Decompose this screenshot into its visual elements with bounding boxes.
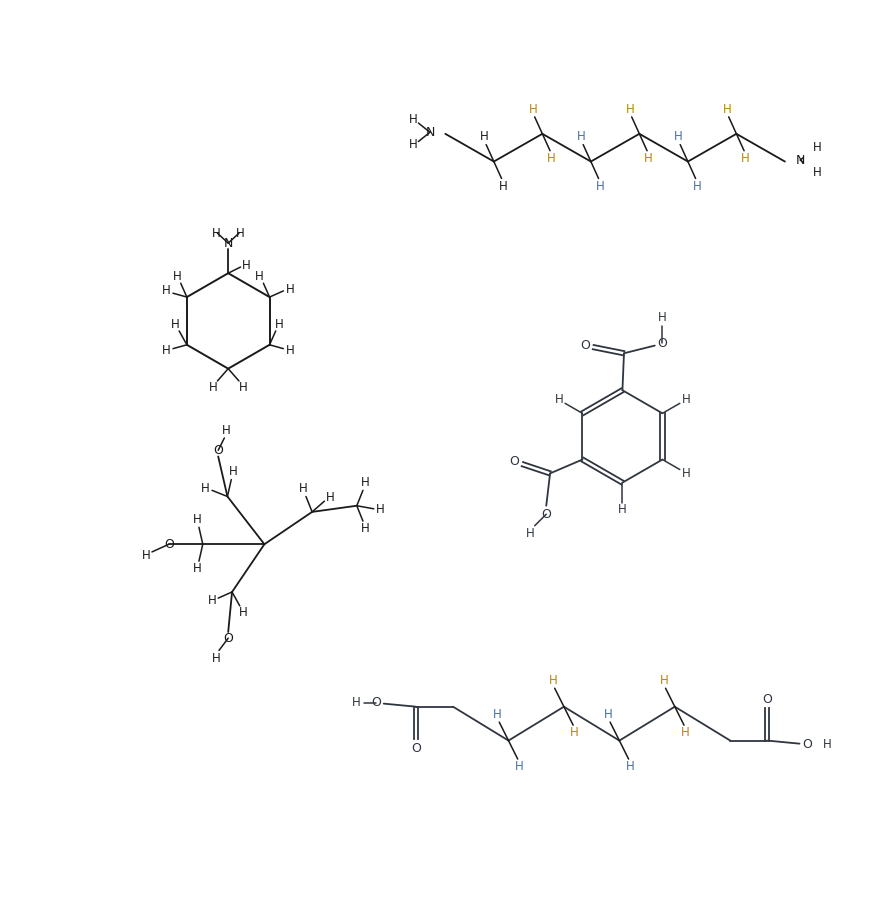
- Text: H: H: [547, 152, 556, 165]
- Text: O: O: [581, 339, 590, 352]
- Text: H: H: [618, 503, 627, 516]
- Text: H: H: [682, 394, 690, 406]
- Text: H: H: [173, 270, 182, 283]
- Text: H: H: [658, 311, 667, 325]
- Text: H: H: [693, 179, 702, 193]
- Text: H: H: [239, 381, 248, 395]
- Text: H: H: [548, 674, 557, 687]
- Text: H: H: [675, 130, 683, 144]
- Text: H: H: [238, 606, 247, 619]
- Text: H: H: [625, 102, 634, 116]
- Text: H: H: [237, 227, 245, 239]
- Text: N: N: [796, 153, 805, 167]
- Text: H: H: [813, 166, 822, 179]
- Text: H: H: [299, 483, 308, 495]
- Text: H: H: [361, 476, 370, 489]
- Text: H: H: [376, 503, 385, 516]
- Text: O: O: [164, 537, 174, 551]
- Text: N: N: [426, 126, 435, 139]
- Text: H: H: [480, 130, 489, 144]
- Text: H: H: [361, 522, 370, 536]
- Text: H: H: [659, 674, 668, 687]
- Text: O: O: [510, 456, 520, 468]
- Text: H: H: [222, 423, 231, 437]
- Text: H: H: [681, 727, 690, 739]
- Text: H: H: [228, 466, 237, 478]
- Text: H: H: [211, 227, 220, 239]
- Text: H: H: [625, 761, 634, 773]
- Text: H: H: [326, 491, 335, 504]
- Text: O: O: [658, 336, 668, 350]
- Text: O: O: [411, 742, 421, 754]
- Text: H: H: [604, 708, 613, 721]
- Text: H: H: [286, 344, 295, 357]
- Text: H: H: [529, 102, 538, 116]
- Text: O: O: [802, 738, 812, 751]
- Text: H: H: [161, 344, 170, 357]
- Text: H: H: [682, 466, 690, 480]
- Text: H: H: [286, 283, 295, 296]
- Text: H: H: [571, 727, 579, 739]
- Text: H: H: [193, 562, 202, 575]
- Text: H: H: [274, 318, 283, 330]
- Text: H: H: [255, 270, 264, 283]
- Text: H: H: [723, 102, 731, 116]
- Text: H: H: [242, 259, 251, 272]
- Text: H: H: [142, 548, 151, 562]
- Text: O: O: [762, 692, 772, 706]
- Text: H: H: [515, 761, 523, 773]
- Text: H: H: [209, 381, 217, 395]
- Text: H: H: [555, 394, 564, 406]
- Text: H: H: [161, 284, 170, 298]
- Text: O: O: [541, 508, 551, 520]
- Text: H: H: [596, 179, 605, 193]
- Text: H: H: [208, 594, 217, 607]
- Text: H: H: [409, 113, 418, 126]
- Text: H: H: [823, 738, 831, 751]
- Text: H: H: [171, 318, 180, 330]
- Text: H: H: [409, 138, 418, 151]
- Text: O: O: [213, 444, 223, 457]
- Text: H: H: [494, 708, 502, 721]
- Text: H: H: [351, 696, 360, 710]
- Text: H: H: [577, 130, 586, 144]
- Text: O: O: [223, 631, 233, 645]
- Text: H: H: [193, 513, 202, 526]
- Text: H: H: [741, 152, 750, 165]
- Text: H: H: [201, 482, 210, 494]
- Text: N: N: [223, 237, 233, 249]
- Text: H: H: [813, 141, 822, 154]
- Text: H: H: [644, 152, 653, 165]
- Text: H: H: [499, 179, 507, 193]
- Text: H: H: [526, 527, 534, 540]
- Text: H: H: [211, 652, 220, 665]
- Text: O: O: [371, 696, 381, 710]
